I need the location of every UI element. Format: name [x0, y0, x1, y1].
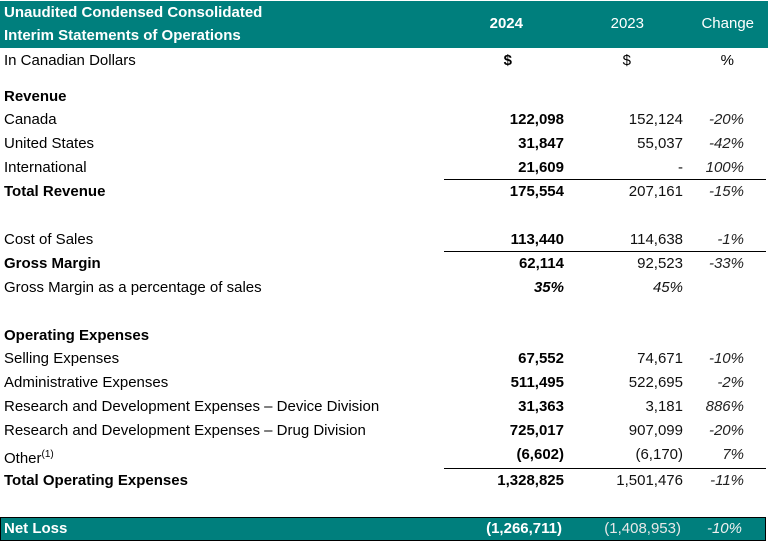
subtotal-rule — [444, 251, 766, 252]
value-2024: 175,554 — [509, 183, 564, 200]
section-label: Revenue — [4, 88, 67, 105]
table-row: Administrative Expenses 511,495 522,695 … — [0, 371, 768, 395]
table-row-gross-margin: Gross Margin 62,114 92,523 -33% — [0, 252, 768, 276]
value-2024: 31,363 — [518, 398, 564, 415]
unit-2023: $ — [622, 52, 631, 69]
value-change: 886% — [705, 398, 744, 415]
value-change: -11% — [710, 472, 744, 489]
table-row: Canada 122,098 152,124 -20% — [0, 108, 768, 132]
value-2024: 21,609 — [518, 159, 564, 176]
table-row: United States 31,847 55,037 -42% — [0, 132, 768, 156]
value-change: -42% — [708, 135, 744, 152]
row-label: Selling Expenses — [4, 350, 120, 367]
table-row: Research and Development Expenses – Devi… — [0, 395, 768, 419]
value-2023: - — [678, 159, 683, 176]
net-loss-row: Net Loss (1,266,711) (1,408,953) -10% — [0, 517, 766, 541]
currency-row: In Canadian Dollars $ $ % — [0, 49, 768, 73]
value-2024: (6,602) — [516, 446, 564, 463]
value-2024: 31,847 — [518, 135, 564, 152]
statement-title-line2: Interim Statements of Operations — [4, 27, 241, 44]
value-change: -10% — [708, 350, 744, 367]
table-row-gross-margin-pct: Gross Margin as a percentage of sales 35… — [0, 276, 768, 300]
value-2023: 45% — [652, 279, 683, 296]
table-row: International 21,609 - 100% — [0, 156, 768, 180]
value-change: -2% — [717, 374, 744, 391]
value-2023: 92,523 — [637, 255, 683, 272]
value-2023: 907,099 — [628, 422, 683, 439]
section-heading-operating-expenses: Operating Expenses — [0, 324, 768, 348]
column-header-2023: 2023 — [610, 15, 644, 32]
value-2023: 522,695 — [628, 374, 683, 391]
value-change: -33% — [708, 255, 744, 272]
row-label: Administrative Expenses — [4, 374, 169, 391]
row-label-text: Other — [4, 450, 42, 467]
value-change: -20% — [708, 422, 744, 439]
row-label: Research and Development Expenses – Drug… — [4, 422, 366, 439]
row-label: Gross Margin — [4, 255, 101, 272]
value-change: -1% — [717, 231, 744, 248]
value-change: -10% — [706, 520, 742, 537]
value-2024: (1,266,711) — [486, 520, 562, 537]
table-row: Other(1) (6,602) (6,170) 7% — [0, 443, 768, 467]
row-label: Canada — [4, 111, 57, 128]
value-change: -20% — [708, 111, 744, 128]
subtotal-rule — [444, 179, 766, 180]
value-2023: (6,170) — [635, 446, 683, 463]
value-change: 100% — [705, 159, 744, 176]
subtotal-rule — [444, 468, 766, 469]
unit-change: % — [720, 52, 734, 69]
value-2023: 207,161 — [628, 183, 683, 200]
value-2024: 1,328,825 — [497, 472, 564, 489]
column-header-2024: 2024 — [489, 15, 523, 32]
total-row-operating-expenses: Total Operating Expenses 1,328,825 1,501… — [0, 469, 768, 493]
row-label: International — [4, 159, 87, 176]
table-row: Selling Expenses 67,552 74,671 -10% — [0, 347, 768, 371]
row-label: Net Loss — [4, 520, 68, 537]
value-2024: 113,440 — [510, 231, 564, 248]
row-label: Cost of Sales — [4, 231, 94, 248]
statement-title-line1: Unaudited Condensed Consolidated — [4, 4, 263, 21]
row-label: Total Operating Expenses — [4, 472, 188, 489]
total-row-revenue: Total Revenue 175,554 207,161 -15% — [0, 180, 768, 204]
value-2023: (1,408,953) — [604, 520, 681, 537]
column-header-change: Change — [701, 15, 754, 32]
row-label: United States — [4, 135, 95, 152]
value-2024: 67,552 — [518, 350, 564, 367]
value-2024: 62,114 — [518, 255, 564, 272]
value-2024: 122,098 — [509, 111, 564, 128]
value-2024: 725,017 — [509, 422, 564, 439]
value-2024: 35% — [533, 279, 564, 296]
value-2023: 74,671 — [637, 350, 683, 367]
row-label: Gross Margin as a percentage of sales — [4, 279, 262, 296]
value-change: 7% — [722, 446, 744, 463]
statement-header: Unaudited Condensed Consolidated Interim… — [0, 1, 768, 48]
value-2024: 511,495 — [510, 374, 564, 391]
value-2023: 1,501,476 — [616, 472, 683, 489]
value-2023: 114,638 — [629, 231, 683, 248]
value-2023: 152,124 — [628, 111, 683, 128]
unit-2024: $ — [503, 52, 512, 69]
row-label: Research and Development Expenses – Devi… — [4, 398, 380, 415]
value-2023: 55,037 — [637, 135, 683, 152]
row-label: Total Revenue — [4, 183, 106, 200]
table-row: Research and Development Expenses – Drug… — [0, 419, 768, 443]
footnote-marker: (1) — [41, 449, 54, 460]
value-2023: 3,181 — [645, 398, 683, 415]
currency-label: In Canadian Dollars — [4, 52, 136, 69]
value-change: -15% — [708, 183, 744, 200]
section-heading-revenue: Revenue — [0, 85, 768, 109]
section-label: Operating Expenses — [4, 327, 150, 344]
table-row-cost-of-sales: Cost of Sales 113,440 114,638 -1% — [0, 228, 768, 252]
row-label: Other(1) — [4, 443, 54, 467]
